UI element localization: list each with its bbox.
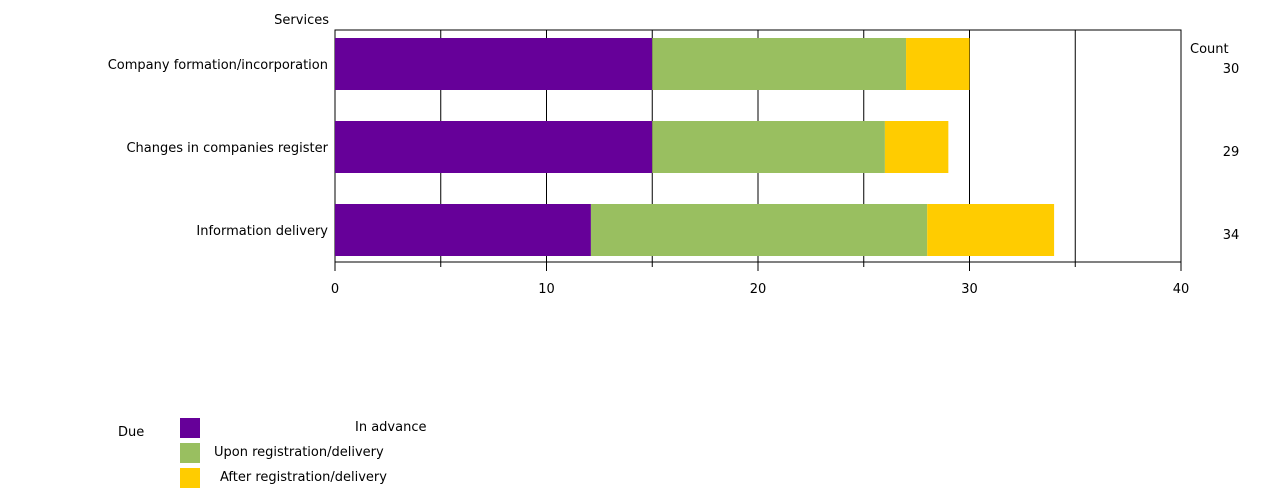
x-tick-label: 10 (538, 282, 555, 297)
x-tick-label: 0 (331, 282, 339, 297)
category-axis-title: Services (274, 13, 329, 28)
bar-segment (335, 121, 652, 173)
legend-label: After registration/delivery (220, 470, 387, 485)
bar-segment (591, 204, 927, 256)
x-tick-label: 30 (961, 282, 978, 297)
legend-item: Upon registration/delivery (180, 443, 480, 463)
bars (335, 38, 1054, 256)
legend-item: After registration/delivery (180, 468, 480, 488)
legend-swatch (180, 468, 200, 488)
x-tick-label: 20 (750, 282, 767, 297)
category-labels: Company formation/incorporation Changes i… (108, 58, 329, 239)
bar-segment (652, 121, 885, 173)
count-label: 30 (1223, 62, 1240, 77)
bar-segment (927, 204, 1054, 256)
legend-label: In advance (355, 420, 426, 435)
category-label: Changes in companies register (126, 141, 328, 156)
count-column-title: Count (1190, 42, 1229, 57)
legend-swatch (180, 443, 200, 463)
category-label: Information delivery (196, 224, 328, 239)
bar-segment (652, 38, 906, 90)
count-label: 29 (1223, 145, 1240, 160)
legend-swatch (180, 418, 200, 438)
x-tick-label: 40 (1173, 282, 1190, 297)
bar-segment (335, 204, 591, 256)
legend-title: Due (118, 425, 144, 440)
count-label: 34 (1223, 228, 1240, 243)
bar-segment (906, 38, 969, 90)
bar-segment (885, 121, 948, 173)
legend-item: In advance (180, 418, 480, 438)
count-labels: 30 29 34 (1223, 62, 1240, 243)
legend-label: Upon registration/delivery (214, 445, 384, 460)
category-label: Company formation/incorporation (108, 58, 328, 73)
x-axis: 0 10 20 30 40 (331, 262, 1189, 297)
bar-segment (335, 38, 652, 90)
